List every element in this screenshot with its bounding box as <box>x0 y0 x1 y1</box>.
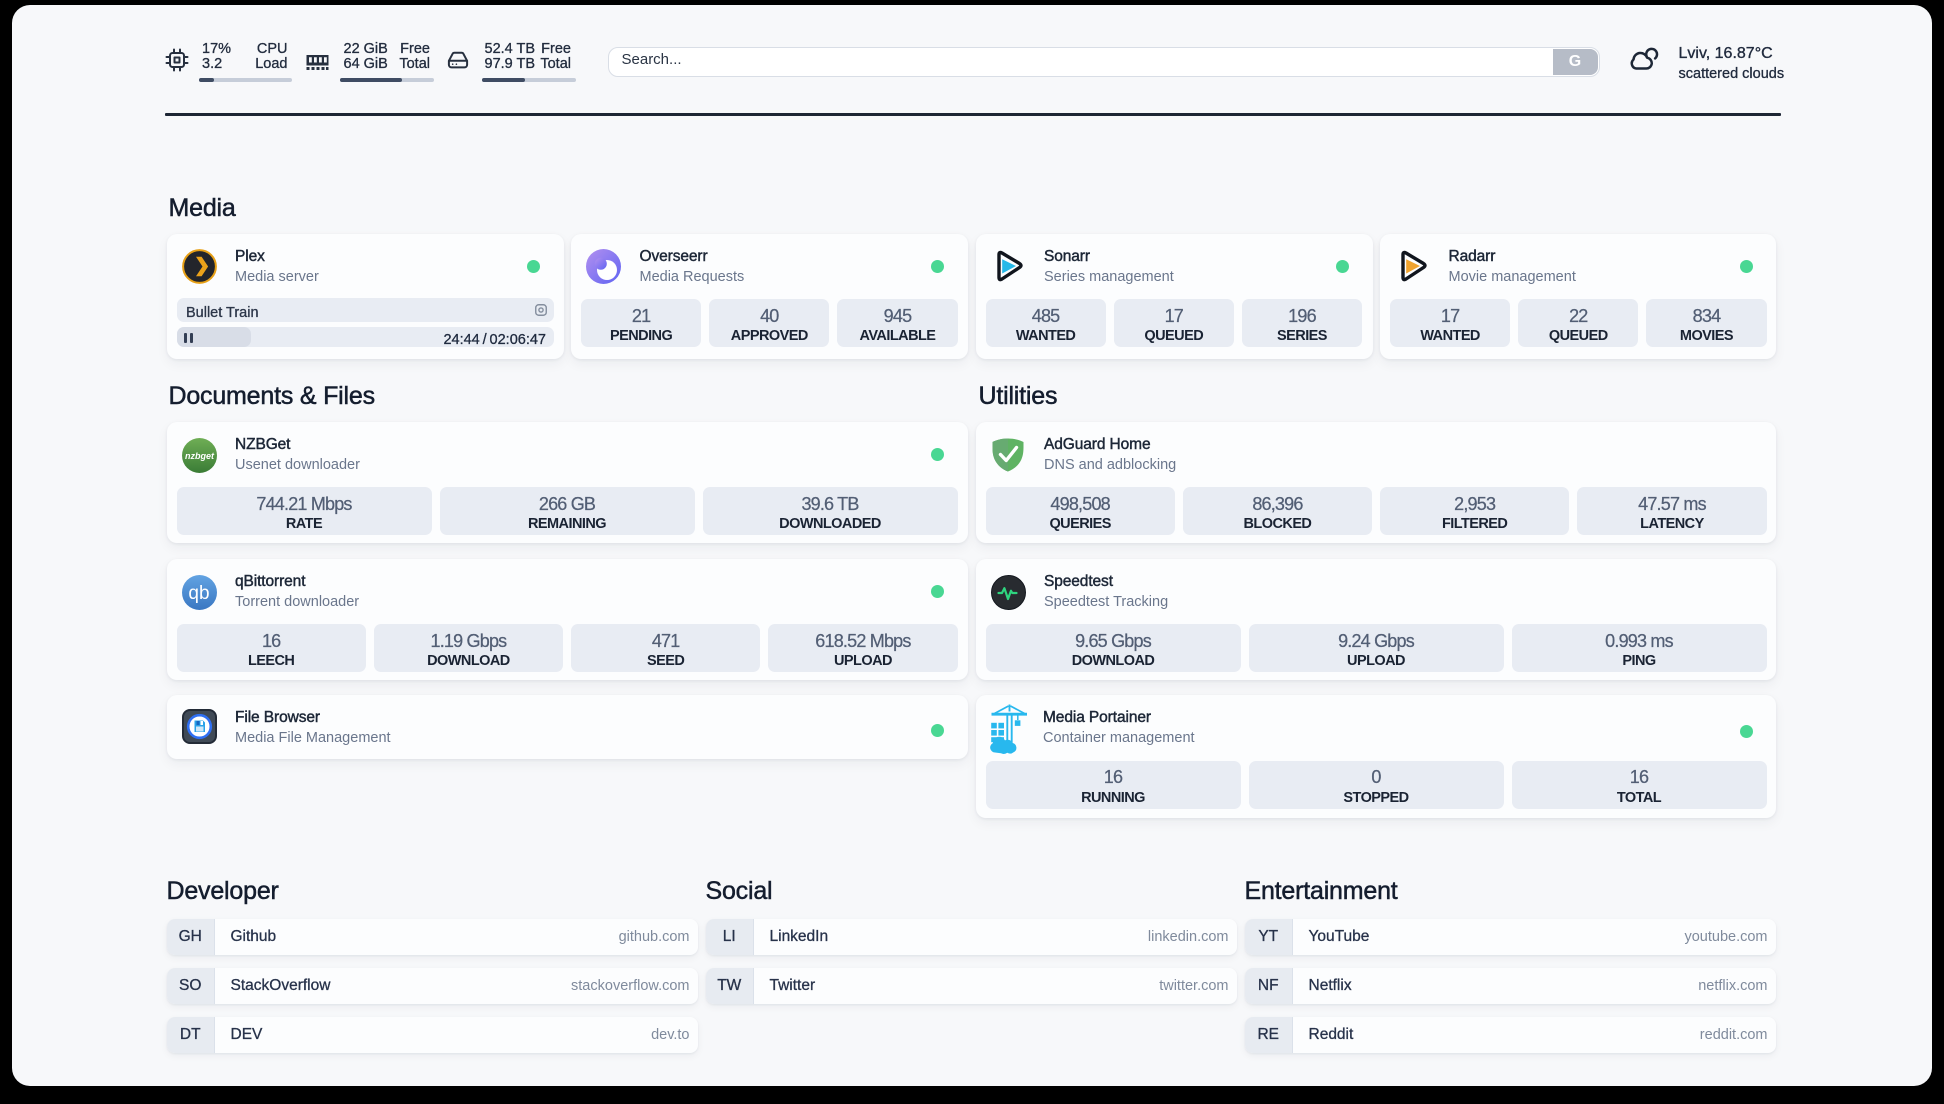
svg-text:nzbget: nzbget <box>185 451 215 461</box>
svg-text:qb: qb <box>188 583 209 604</box>
